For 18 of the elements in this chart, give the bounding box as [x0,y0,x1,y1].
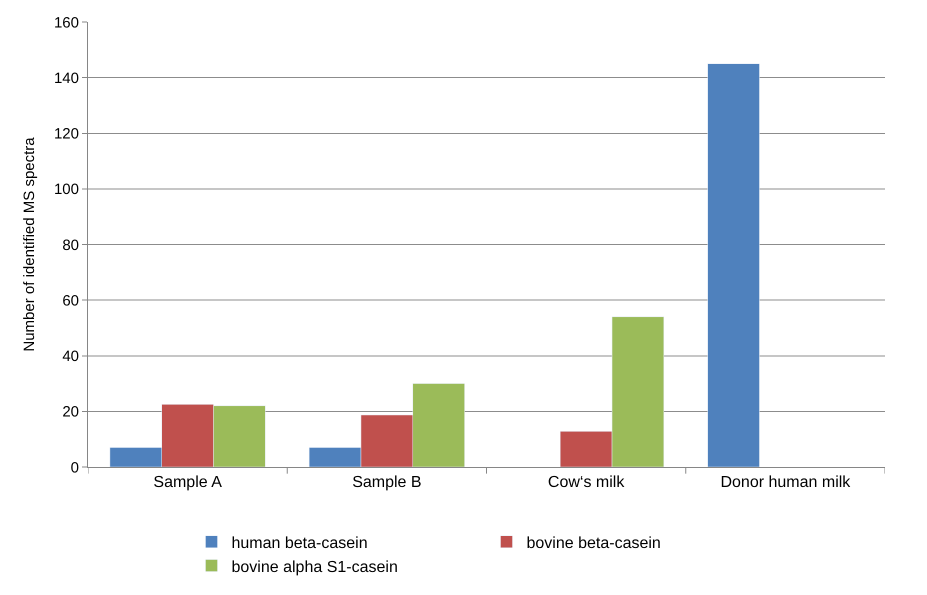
y-tick-label: 60 [62,292,79,310]
y-tick-label: 140 [54,70,79,87]
y-tick-label: 100 [54,181,79,198]
x-tick-label: Sample A [153,474,222,492]
y-tick-label: 40 [62,348,79,365]
y-tick-label: 160 [54,14,79,32]
y-axis-title: Number of identified MS spectra [21,136,38,352]
x-tick-label: Sample B [352,474,422,492]
y-tick-label: 0 [70,459,79,476]
y-tick-label: 120 [54,126,79,142]
legend-label: bovine alpha S1-casein [232,558,398,576]
bar [707,63,760,467]
x-tick-label: Cow‘s milk [548,474,626,492]
legend-label: human beta-casein [232,534,368,552]
y-tick-label: 20 [62,404,79,421]
legend-label: bovine beta-casein [526,534,661,552]
y-tick-label: 80 [62,236,79,254]
x-tick-label: Donor human milk [720,474,852,492]
